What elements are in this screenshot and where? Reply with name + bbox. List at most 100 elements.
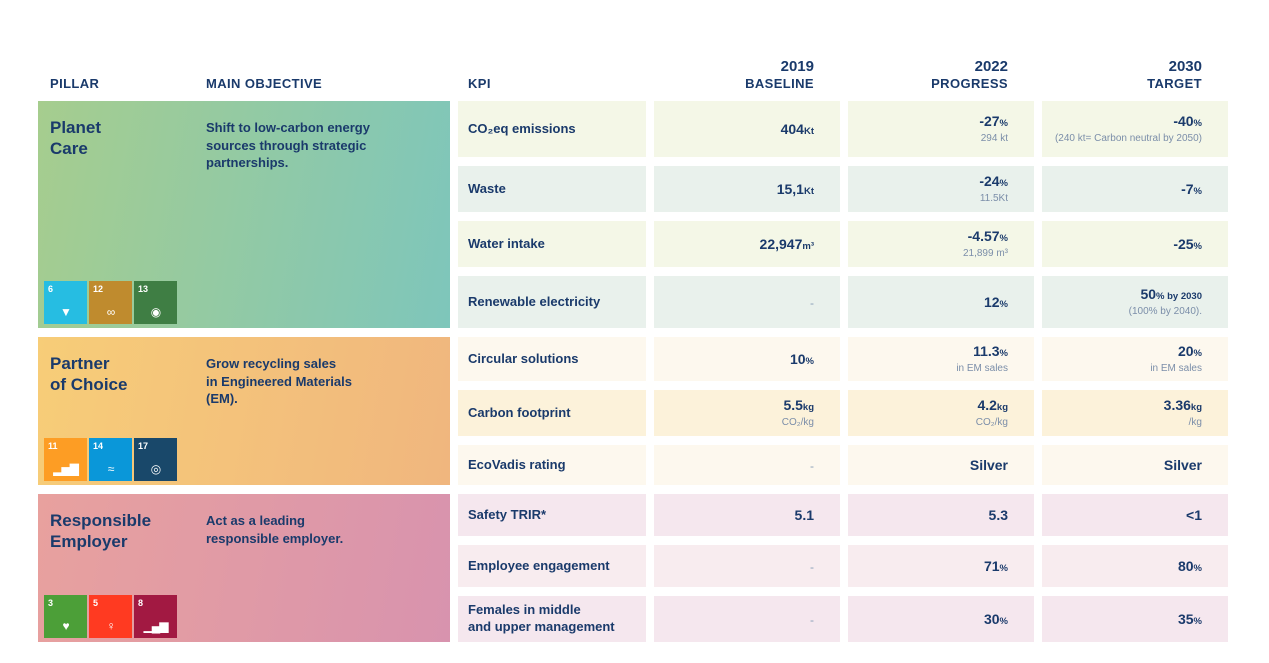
sdg-icon-row: 11 ▂▅▇ 14 ≈ 17 ◎ xyxy=(44,438,177,481)
value-unit: % xyxy=(1193,118,1202,130)
value-unit: % xyxy=(1193,348,1202,360)
table-header: PILLAR MAIN OBJECTIVE KPI 2019 BASELINE … xyxy=(38,58,1228,101)
progress-value: Silver xyxy=(970,457,1008,474)
target-cell: 35% xyxy=(1042,596,1228,642)
value-text: 5.3 xyxy=(988,506,1008,523)
kpi-label-cell: Females in middle and upper management xyxy=(458,596,646,642)
kpi-label: CO₂eq emissions xyxy=(468,120,576,136)
value-unit: % xyxy=(1193,615,1202,627)
value-text: -27 xyxy=(979,113,1000,130)
kpi-rows: CO₂eq emissions 404Kt -27% 294 kt -40% (… xyxy=(458,101,1228,328)
pillar-card-planet-care: Planet Care Shift to low-carbon energy s… xyxy=(38,101,450,328)
pillar-card-partner-of-choice: Partner of Choice Grow recycling sales i… xyxy=(38,337,450,485)
value-unit: % xyxy=(1193,185,1202,197)
progress-value: 5.3 xyxy=(989,507,1008,524)
baseline-cell: 22,947m³ xyxy=(654,221,840,267)
sdg-glyph: ◎ xyxy=(150,462,161,476)
pillar-section-planet-care: Planet Care Shift to low-carbon energy s… xyxy=(38,101,1228,328)
table-row: Carbon footprint 5.5kg CO₂/kg 4.2kg CO₂/… xyxy=(458,390,1228,436)
value-text: -40 xyxy=(1173,113,1194,130)
kpi-label: Safety TRIR* xyxy=(468,506,547,522)
kpi-label-cell: Waste xyxy=(458,166,646,212)
kpi-label: Employee engagement xyxy=(468,557,610,573)
value-unit: % xyxy=(999,118,1008,130)
value-text: Silver xyxy=(969,456,1008,473)
value-text: 11.3 xyxy=(973,343,1000,360)
header-target-year: 2030 xyxy=(1168,58,1202,75)
header-2022-progress: 2022 PROGRESS xyxy=(848,58,1034,91)
baseline-value: - xyxy=(810,457,814,474)
progress-cell: -27% 294 kt xyxy=(848,101,1034,157)
sdg-glyph: ▁▄▆ xyxy=(143,619,169,633)
sdg-8-decent-work-icon: 8 ▁▄▆ xyxy=(134,595,177,638)
sdg-3-good-health-icon: 3 ♥ xyxy=(44,595,87,638)
progress-sub: CO₂/kg xyxy=(975,416,1008,428)
target-value: <1 xyxy=(1186,507,1202,524)
header-progress-label: PROGRESS xyxy=(931,76,1008,91)
target-value: -40% xyxy=(1173,113,1202,130)
baseline-value: 5.1 xyxy=(795,507,814,524)
baseline-cell: 10% xyxy=(654,337,840,381)
value-unit: m³ xyxy=(802,240,814,252)
header-2019-baseline: 2019 BASELINE xyxy=(654,58,840,91)
sdg-glyph: ▂▅▇ xyxy=(53,462,79,476)
baseline-cell: 5.1 xyxy=(654,494,840,536)
table-row: Water intake 22,947m³ -4.57% 21,899 m³ -… xyxy=(458,221,1228,267)
header-progress-year: 2022 xyxy=(974,58,1008,75)
progress-cell: 4.2kg CO₂/kg xyxy=(848,390,1034,436)
value-text: - xyxy=(810,295,814,310)
progress-value: 11.3% xyxy=(973,343,1008,360)
baseline-cell: 5.5kg CO₂/kg xyxy=(654,390,840,436)
target-value: Silver xyxy=(1164,457,1202,474)
progress-cell: 12% xyxy=(848,276,1034,328)
target-sub: (240 kt= Carbon neutral by 2050) xyxy=(1054,132,1202,144)
kpi-label-cell: Circular solutions xyxy=(458,337,646,381)
baseline-cell: - xyxy=(654,596,840,642)
value-text: - xyxy=(810,458,814,473)
value-unit: % xyxy=(999,298,1008,310)
sdg-number: 6 xyxy=(48,284,54,294)
target-value: 50% by 2030 xyxy=(1140,286,1202,303)
pillar-objective: Act as a leading responsible employer. xyxy=(206,513,344,546)
value-unit: Kt xyxy=(803,125,814,137)
value-text: -7 xyxy=(1181,180,1194,197)
progress-cell: Silver xyxy=(848,445,1034,485)
header-2030-target: 2030 TARGET xyxy=(1042,58,1228,91)
kpi-label-cell: CO₂eq emissions xyxy=(458,101,646,157)
progress-value: 12% xyxy=(984,294,1008,311)
table-row: Renewable electricity - 12% 50% by 2030 … xyxy=(458,276,1228,328)
value-unit: % xyxy=(1193,240,1202,252)
target-cell: -7% xyxy=(1042,166,1228,212)
sdg-13-climate-action-icon: 13 ◉ xyxy=(134,281,177,324)
progress-cell: 71% xyxy=(848,545,1034,587)
sdg-glyph: ♀ xyxy=(106,619,116,633)
value-text: -24 xyxy=(979,173,1000,190)
baseline-value: 15,1Kt xyxy=(777,181,814,198)
kpi-label: Water intake xyxy=(468,235,545,251)
value-text: 5.1 xyxy=(794,506,814,523)
value-text: 80 xyxy=(1177,557,1194,574)
header-main-objective: MAIN OBJECTIVE xyxy=(206,76,323,91)
sdg-11-sustainable-cities-icon: 11 ▂▅▇ xyxy=(44,438,87,481)
baseline-value: 5.5kg xyxy=(783,397,814,414)
progress-sub: 11.5Kt xyxy=(979,192,1008,204)
value-unit: kg xyxy=(996,402,1008,414)
progress-cell: 30% xyxy=(848,596,1034,642)
pillar-objective: Shift to low-carbon energy sources throu… xyxy=(206,120,370,171)
kpi-rows: Safety TRIR* 5.1 5.3 <1 xyxy=(458,494,1228,642)
value-text: 5.5 xyxy=(783,397,803,414)
progress-value: 71% xyxy=(984,558,1008,575)
progress-value: -27% xyxy=(979,113,1008,130)
target-cell: -40% (240 kt= Carbon neutral by 2050) xyxy=(1042,101,1228,157)
sdg-5-gender-equality-icon: 5 ♀ xyxy=(89,595,132,638)
value-text: -4.57 xyxy=(967,228,1000,245)
table-row: Waste 15,1Kt -24% 11.5Kt -7% xyxy=(458,166,1228,212)
value-unit: % xyxy=(1193,562,1202,574)
value-text: <1 xyxy=(1186,506,1202,523)
sdg-icon-row: 6 ▼ 12 ∞ 13 ◉ xyxy=(44,281,177,324)
sdg-glyph: ♥ xyxy=(62,619,69,633)
baseline-value: 10% xyxy=(790,351,814,368)
table-content: PILLAR MAIN OBJECTIVE KPI 2019 BASELINE … xyxy=(38,58,1228,651)
kpi-label-cell: Water intake xyxy=(458,221,646,267)
